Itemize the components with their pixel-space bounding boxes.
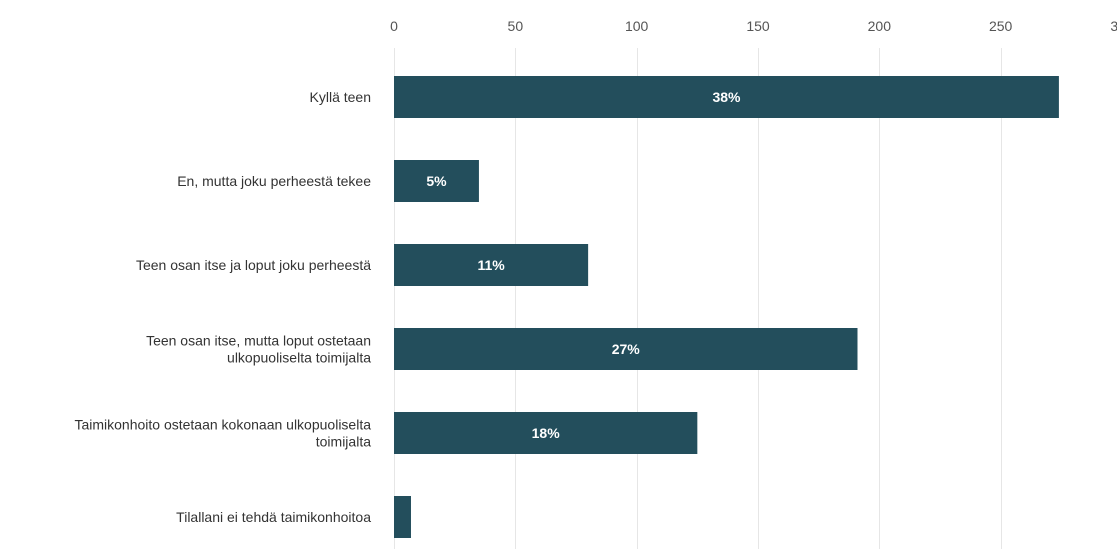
category-labels: Kyllä teen En, mutta joku perheestä tekee… bbox=[74, 89, 371, 525]
x-tick-label: 50 bbox=[508, 18, 524, 34]
bar bbox=[394, 328, 858, 370]
data-label: 38% bbox=[712, 89, 741, 105]
bar bbox=[394, 496, 411, 538]
bar bbox=[394, 412, 698, 454]
bars bbox=[394, 76, 1059, 538]
data-label: 5% bbox=[426, 173, 447, 189]
data-label: 11% bbox=[477, 257, 505, 273]
category-label-line: Tilallani ei tehdä taimikonhoitoa bbox=[176, 509, 371, 525]
x-tick-label: 300 bbox=[1110, 18, 1117, 34]
category-label-line: Taimikonhoito ostetaan kokonaan ulkopuol… bbox=[74, 417, 371, 433]
category-label: Kyllä teen bbox=[310, 89, 371, 105]
category-label-line: Teen osan itse, mutta loput ostetaan bbox=[146, 333, 371, 349]
x-tick-label: 200 bbox=[868, 18, 892, 34]
data-label: 27% bbox=[612, 341, 641, 357]
category-label: Tilallani ei tehdä taimikonhoitoa bbox=[176, 509, 371, 525]
data-labels: 38% 5% 11% 27% 18% bbox=[426, 89, 741, 441]
category-label-line: Teen osan itse ja loput joku perheestä bbox=[136, 257, 371, 273]
category-label-line: Kyllä teen bbox=[310, 89, 371, 105]
category-label-line: ulkopuoliselta toimijalta bbox=[227, 350, 371, 366]
x-tick-label: 150 bbox=[746, 18, 770, 34]
gridlines bbox=[394, 48, 1002, 549]
bar bbox=[394, 244, 589, 286]
category-label: En, mutta joku perheestä tekee bbox=[177, 173, 371, 189]
bar bbox=[394, 160, 479, 202]
data-label: 18% bbox=[532, 425, 561, 441]
category-label-line: En, mutta joku perheestä tekee bbox=[177, 173, 371, 189]
x-tick-label: 250 bbox=[989, 18, 1013, 34]
bar bbox=[394, 76, 1059, 118]
x-tick-label: 0 bbox=[390, 18, 398, 34]
category-label: Taimikonhoito ostetaan kokonaan ulkopuol… bbox=[74, 417, 371, 450]
category-label: Teen osan itse ja loput joku perheestä bbox=[136, 257, 371, 273]
x-axis-ticks: 0 50 100 150 200 250 300 bbox=[390, 18, 1117, 34]
category-label-line: toimijalta bbox=[316, 434, 371, 450]
x-tick-label: 100 bbox=[625, 18, 649, 34]
category-label: Teen osan itse, mutta loput ostetaan ulko… bbox=[146, 333, 371, 366]
